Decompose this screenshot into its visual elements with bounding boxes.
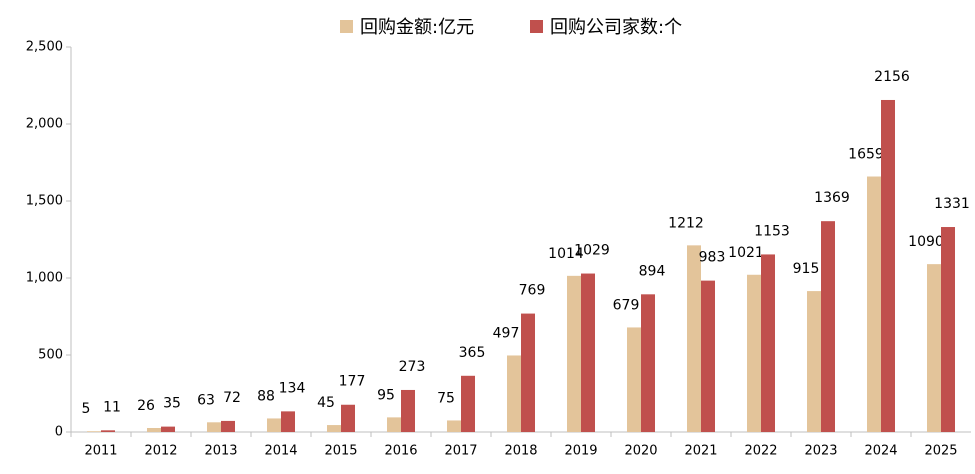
bar: [87, 431, 101, 432]
value-label: 11: [103, 399, 121, 415]
value-label: 72: [223, 390, 241, 406]
bar: [101, 430, 115, 432]
legend-text: 回购金额:亿元: [360, 17, 474, 38]
x-tick-label: 2021: [684, 444, 717, 459]
x-tick-label: 2018: [504, 444, 537, 459]
bar: [327, 425, 341, 432]
y-tick-label: 2,500: [26, 40, 63, 55]
value-label: 983: [699, 250, 726, 266]
value-label: 1331: [934, 196, 970, 212]
value-label: 365: [459, 345, 486, 361]
value-label: 63: [197, 392, 215, 408]
value-label: 915: [793, 261, 820, 277]
bar: [461, 375, 475, 432]
value-label: 894: [639, 263, 666, 279]
bar: [281, 411, 295, 432]
value-label: 1369: [814, 190, 850, 206]
value-label: 1090: [908, 234, 944, 250]
value-label: 273: [399, 359, 426, 375]
bar: [641, 294, 655, 432]
bar: [627, 327, 641, 432]
value-label: 45: [317, 395, 335, 411]
x-tick-label: 2011: [84, 444, 117, 459]
value-label: 95: [377, 387, 395, 403]
bar: [701, 280, 715, 432]
bar: [867, 176, 881, 432]
value-label: 1153: [754, 223, 790, 239]
value-label: 177: [339, 374, 366, 390]
bar: [821, 221, 835, 432]
x-tick-label: 2019: [564, 444, 597, 459]
y-tick-label: 500: [38, 348, 63, 363]
legend-swatch: [340, 20, 353, 33]
value-label: 1659: [848, 147, 884, 163]
x-tick-label: 2015: [324, 444, 357, 459]
bar: [267, 418, 281, 432]
value-label: 134: [279, 380, 306, 396]
value-label: 88: [257, 388, 275, 404]
bar: [881, 99, 895, 432]
bar: [387, 417, 401, 432]
y-tick-label: 2,000: [26, 117, 63, 132]
bar: [807, 291, 821, 432]
bar: [567, 275, 581, 432]
value-label: 35: [163, 396, 181, 412]
value-label: 1029: [574, 243, 610, 259]
value-label: 75: [437, 390, 455, 406]
y-tick-label: 1,000: [26, 271, 63, 286]
bar: [401, 389, 415, 432]
bar: [147, 427, 161, 432]
x-tick-label: 2023: [804, 444, 837, 459]
value-label: 1021: [728, 245, 764, 261]
value-label: 679: [613, 297, 640, 313]
x-tick-label: 2024: [864, 444, 897, 459]
bar: [747, 274, 761, 432]
value-label: 26: [137, 398, 155, 414]
legend-swatch: [530, 20, 543, 33]
x-tick-label: 2016: [384, 444, 417, 459]
bar: [507, 355, 521, 432]
y-tick-label: 1,500: [26, 194, 63, 209]
x-tick-label: 2017: [444, 444, 477, 459]
bar: [927, 264, 941, 432]
legend-text: 回购公司家数:个: [550, 17, 682, 38]
value-label: 769: [519, 283, 546, 299]
bar: [581, 273, 595, 432]
x-tick-label: 2013: [204, 444, 237, 459]
x-tick-label: 2022: [744, 444, 777, 459]
bar: [941, 227, 955, 432]
bar: [221, 420, 235, 432]
value-label: 497: [493, 325, 520, 341]
x-tick-label: 2014: [264, 444, 297, 459]
x-tick-label: 2012: [144, 444, 177, 459]
value-label: 2156: [874, 69, 910, 85]
x-tick-label: 2020: [624, 444, 657, 459]
bar: [447, 420, 461, 432]
bar: [161, 426, 175, 432]
value-label: 1212: [668, 215, 704, 231]
value-label: 5: [82, 401, 91, 417]
bar: [521, 313, 535, 432]
bar: [341, 404, 355, 432]
y-tick-label: 0: [55, 425, 63, 440]
bar: [207, 422, 221, 432]
x-tick-label: 2025: [924, 444, 957, 459]
bar: [687, 245, 701, 432]
bar: [761, 254, 775, 432]
value-label: 1014: [548, 246, 584, 262]
